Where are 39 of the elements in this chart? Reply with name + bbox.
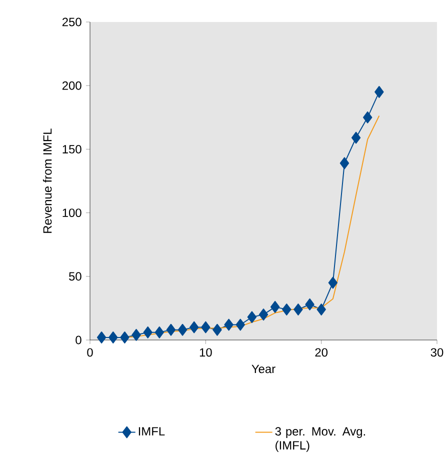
point	[132, 328, 141, 341]
legend-label: IMFL	[138, 427, 165, 436]
point	[247, 311, 257, 324]
point	[316, 303, 326, 316]
x-tick-label: 20	[315, 348, 328, 357]
x-axis-title: Year	[252, 364, 276, 374]
point	[212, 324, 222, 336]
point	[166, 324, 176, 336]
point	[270, 300, 280, 313]
point	[328, 276, 338, 289]
point	[224, 318, 234, 331]
x-tick-label: 30	[430, 348, 444, 357]
point	[120, 331, 130, 344]
y-tick-label: 250	[62, 18, 82, 26]
point	[96, 331, 106, 344]
y-tick-label: 150	[62, 144, 82, 154]
point	[362, 111, 372, 124]
y-tick-label: 0	[76, 336, 82, 344]
point	[154, 326, 164, 338]
y-tick-label: 50	[69, 272, 82, 281]
point	[294, 303, 303, 316]
point	[340, 157, 350, 170]
legend-label: 3 per. Mov. Avg. (IMFL)	[275, 427, 365, 452]
y-tick-label: 200	[62, 81, 82, 90]
point	[189, 321, 199, 334]
x-tick-label: 0	[87, 348, 93, 357]
y-axis-title: Revenue from IMFL	[42, 128, 52, 233]
point	[305, 298, 314, 310]
point	[374, 86, 384, 98]
point	[351, 132, 361, 144]
point	[258, 308, 268, 321]
x-tick-label: 10	[200, 348, 212, 357]
point	[143, 326, 152, 338]
point	[178, 324, 188, 336]
point	[201, 321, 210, 334]
y-tick-label: 100	[62, 208, 82, 218]
point	[236, 318, 245, 331]
point	[282, 303, 292, 316]
point	[108, 331, 118, 344]
